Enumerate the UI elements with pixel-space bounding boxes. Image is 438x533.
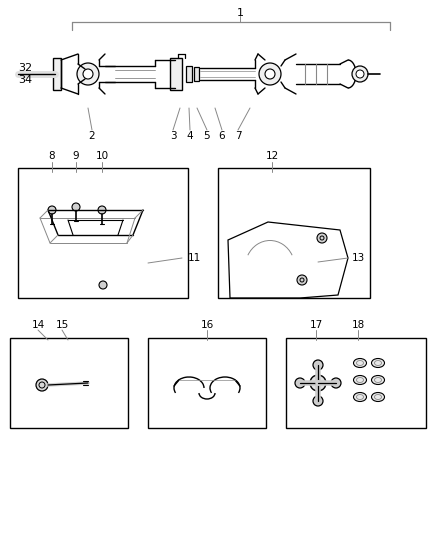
Circle shape	[48, 206, 56, 214]
Text: 6: 6	[219, 131, 225, 141]
Ellipse shape	[371, 359, 385, 367]
Text: 3: 3	[170, 131, 177, 141]
Bar	[170, 58, 182, 90]
Circle shape	[310, 375, 326, 391]
Circle shape	[352, 66, 368, 82]
Text: 10: 10	[95, 151, 109, 161]
Text: 9: 9	[73, 151, 79, 161]
Circle shape	[259, 63, 281, 85]
Circle shape	[295, 378, 305, 388]
Text: 18: 18	[351, 320, 364, 330]
Circle shape	[356, 70, 364, 78]
Bar	[218, 168, 370, 298]
Circle shape	[72, 203, 80, 211]
Circle shape	[98, 206, 106, 214]
Circle shape	[317, 233, 327, 243]
Text: 11: 11	[188, 253, 201, 263]
Bar	[53, 58, 61, 90]
Bar	[286, 338, 426, 428]
Text: 7: 7	[235, 131, 241, 141]
Bar	[194, 67, 199, 81]
Circle shape	[265, 69, 275, 79]
Bar	[18, 168, 188, 298]
Ellipse shape	[353, 376, 367, 384]
Circle shape	[36, 379, 48, 391]
Bar	[10, 338, 128, 428]
Text: 17: 17	[309, 320, 323, 330]
Circle shape	[313, 396, 323, 406]
Text: 12: 12	[265, 151, 279, 161]
Ellipse shape	[371, 376, 385, 384]
Bar	[186, 66, 192, 82]
Ellipse shape	[353, 392, 367, 401]
Circle shape	[99, 281, 107, 289]
Text: 8: 8	[49, 151, 55, 161]
Text: 13: 13	[352, 253, 365, 263]
Text: 16: 16	[200, 320, 214, 330]
Text: 15: 15	[55, 320, 69, 330]
Circle shape	[313, 360, 323, 370]
Text: 5: 5	[204, 131, 210, 141]
Text: 2: 2	[88, 131, 95, 141]
Circle shape	[331, 378, 341, 388]
Text: 4: 4	[187, 131, 193, 141]
Circle shape	[77, 63, 99, 85]
Ellipse shape	[353, 359, 367, 367]
Circle shape	[83, 69, 93, 79]
Text: 14: 14	[32, 320, 45, 330]
Ellipse shape	[371, 392, 385, 401]
Text: 32: 32	[18, 63, 32, 73]
Text: 1: 1	[237, 8, 244, 18]
Text: 34: 34	[18, 75, 32, 85]
Bar	[148, 338, 266, 428]
Circle shape	[297, 275, 307, 285]
